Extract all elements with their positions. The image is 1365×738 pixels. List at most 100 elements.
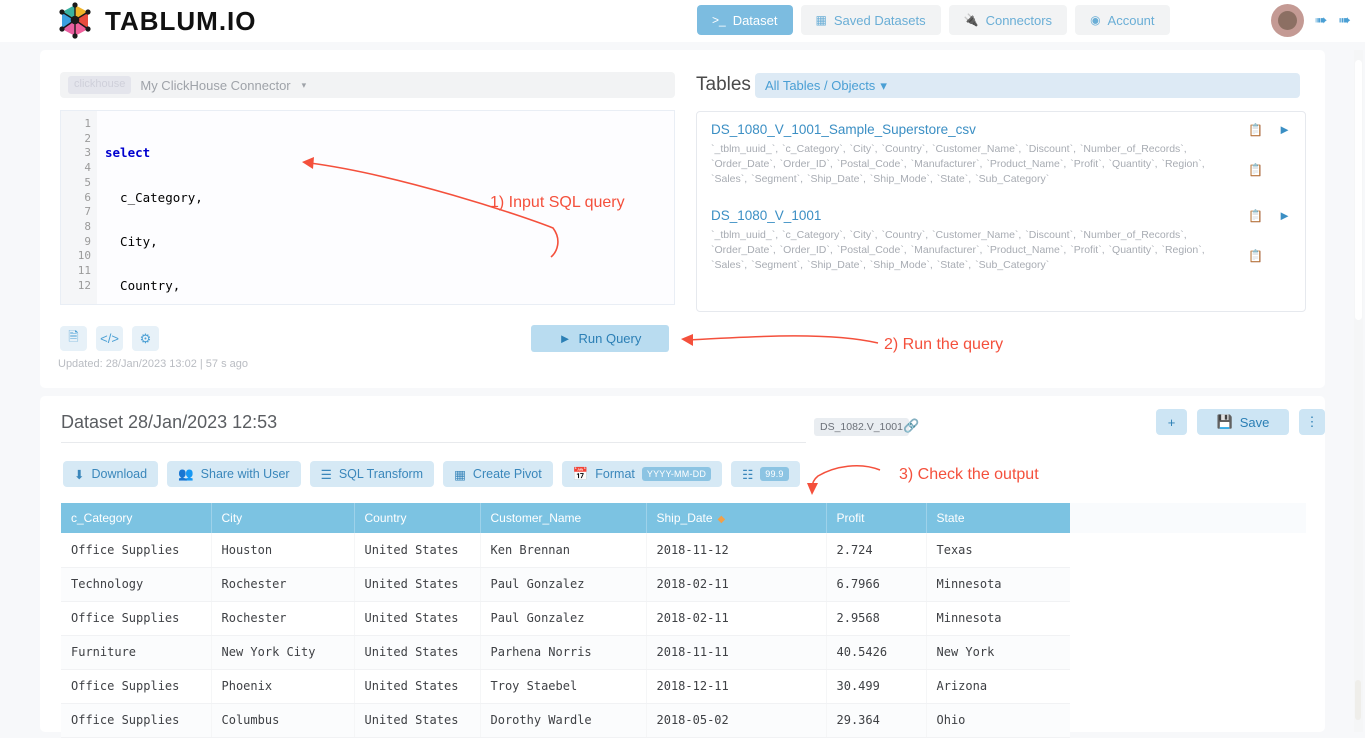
download-icon: ⬇ — [74, 467, 85, 482]
column-header-city[interactable]: City — [211, 503, 355, 533]
table-entry: DS_1080_V_1001_Sample_Superstore_csv `_t… — [711, 122, 1291, 187]
tables-list: DS_1080_V_1001_Sample_Superstore_csv `_t… — [696, 111, 1306, 312]
tables-filter-dropdown[interactable]: All Tables / Objects ▾ — [755, 73, 1300, 98]
logout-icon[interactable]: ➠ — [1314, 12, 1328, 29]
grid-icon: ☷ — [742, 467, 754, 482]
table-name-link[interactable]: DS_1080_V_1001 — [711, 208, 822, 223]
cell-country: United States — [354, 669, 481, 704]
line-number: 2 — [84, 131, 91, 145]
sql-editor[interactable]: 1 2 3 4 5 6 7 8 9 10 11 12 select c_Cate… — [60, 110, 675, 305]
line-number: 3 — [84, 146, 91, 160]
code-icon[interactable]: </> — [96, 326, 123, 351]
cell-profit: 2.9568 — [826, 601, 927, 636]
format-tag: YYYY-MM-DD — [641, 466, 712, 482]
precision-button[interactable]: ☷ 99.9 — [731, 461, 800, 487]
calendar-icon: 📅 — [572, 466, 589, 481]
cell-state: Minnesota — [926, 601, 1070, 636]
nav-account[interactable]: ◉ Account — [1075, 5, 1170, 35]
add-button[interactable]: + — [1156, 409, 1187, 435]
create-pivot-label: Create Pivot — [472, 467, 542, 481]
column-header-country[interactable]: Country — [354, 503, 481, 533]
download-button[interactable]: ⬇ Download — [63, 461, 159, 487]
cell-ship_date: 2018-02-11 — [646, 567, 827, 602]
logout-icon-secondary[interactable]: ➠ — [1338, 12, 1351, 29]
cell-state: Minnesota — [926, 567, 1070, 602]
nav-connectors[interactable]: 🔌 Connectors — [948, 5, 1068, 35]
gear-icon[interactable]: ⚙ — [132, 326, 159, 351]
cell-ship_date: 2018-12-11 — [646, 669, 827, 704]
share-label: Share with User — [200, 467, 290, 481]
table-name-link[interactable]: DS_1080_V_1001_Sample_Superstore_csv — [711, 122, 976, 137]
line-number: 12 — [77, 278, 91, 292]
cell-state: Arizona — [926, 669, 1070, 704]
table-icon: ▦ — [454, 467, 466, 482]
annotation-step-1: 1) Input SQL query — [490, 194, 625, 211]
cell-state: Texas — [926, 533, 1070, 568]
scrollbar-track[interactable] — [1354, 50, 1363, 732]
annotation-step-2: 2) Run the query — [884, 336, 1004, 353]
play-icon[interactable]: ► — [1278, 208, 1291, 223]
updated-timestamp: Updated: 28/Jan/2023 13:02 | 57 s ago — [58, 358, 249, 370]
table-columns: `_tblm_uuid_`, `c_Category`, `City`, `Co… — [711, 143, 1205, 185]
tables-filter-label: All Tables / Objects — [765, 78, 876, 93]
nav-dataset[interactable]: >_ Dataset — [697, 5, 793, 35]
editor-toolbar: 🗎 </> ⚙ — [60, 326, 159, 351]
copy-columns-icon[interactable]: 📋 — [1248, 163, 1263, 177]
scrollbar-thumb[interactable] — [1355, 60, 1362, 320]
tablum-logo-icon — [54, 1, 96, 41]
cell-c_category: Office Supplies — [61, 669, 212, 704]
share-with-user-button[interactable]: 👥 Share with User — [167, 461, 301, 487]
save-button[interactable]: 💾 Save — [1197, 409, 1289, 435]
file-icon[interactable]: 🗎 — [60, 326, 87, 351]
column-header-ship_date[interactable]: Ship_Date ◆ — [646, 503, 827, 533]
cell-state: New York — [926, 635, 1070, 670]
grid-header-filler — [1070, 503, 1306, 533]
download-label: Download — [91, 467, 148, 481]
table-row[interactable]: Office Supplies Houston United States Ke… — [61, 533, 1070, 568]
nav-account-label: Account — [1107, 12, 1155, 28]
column-header-customer_name[interactable]: Customer_Name — [480, 503, 647, 533]
run-query-button[interactable]: ► Run Query — [531, 325, 669, 352]
cell-profit: 6.7966 — [826, 567, 927, 602]
connector-selector[interactable]: clickhouse My ClickHouse Connector ▾ — [60, 72, 675, 98]
line-number: 10 — [77, 249, 91, 263]
database-icon: ☰ — [320, 467, 332, 482]
sql-transform-button[interactable]: ☰ SQL Transform — [309, 461, 435, 487]
format-button[interactable]: 📅 Format YYYY-MM-DD — [561, 461, 723, 487]
table-row[interactable]: Office Supplies Rochester United States … — [61, 601, 1070, 636]
column-header-c_category[interactable]: c_Category — [61, 503, 212, 533]
line-number: 5 — [84, 175, 91, 189]
line-number: 6 — [84, 190, 91, 204]
nav-saved-datasets[interactable]: ▦ Saved Datasets — [800, 5, 941, 35]
table-row[interactable]: Office Supplies Phoenix United States Tr… — [61, 669, 1070, 704]
cell-city: Rochester — [211, 601, 355, 636]
scrollbar-thumb-secondary[interactable] — [1355, 680, 1361, 720]
table-row[interactable]: Furniture New York City United States Pa… — [61, 635, 1070, 670]
copy-icon[interactable]: 📋 — [1248, 123, 1263, 137]
column-header-state[interactable]: State — [926, 503, 1070, 533]
copy-columns-icon[interactable]: 📋 — [1248, 249, 1263, 263]
cell-state: Ohio — [926, 703, 1070, 738]
title-divider — [61, 442, 806, 443]
cell-country: United States — [354, 635, 481, 670]
more-button[interactable]: ⋮ — [1299, 409, 1325, 435]
chevron-down-icon: ▾ — [880, 77, 887, 93]
column-header-profit[interactable]: Profit — [826, 503, 927, 533]
cell-country: United States — [354, 567, 481, 602]
play-icon[interactable]: ► — [1278, 122, 1291, 137]
cell-ship_date: 2018-11-11 — [646, 635, 827, 670]
archive-icon: ▦ — [815, 13, 827, 27]
link-icon[interactable]: 🔗 — [903, 418, 920, 433]
table-row[interactable]: Technology Rochester United States Paul … — [61, 567, 1070, 602]
sql-code[interactable]: select c_Category, City, Country, Custom… — [105, 111, 391, 304]
header-right: ➠ ➠ — [1270, 4, 1351, 37]
avatar[interactable] — [1270, 4, 1304, 37]
create-pivot-button[interactable]: ▦ Create Pivot — [443, 461, 553, 487]
cell-city: Houston — [211, 533, 355, 568]
cell-customer_name: Ken Brennan — [480, 533, 647, 568]
nav-dataset-label: Dataset — [732, 12, 778, 28]
copy-icon[interactable]: 📋 — [1248, 209, 1263, 223]
dataset-toolbar: ⬇ Download 👥 Share with User ☰ SQL Trans… — [63, 461, 800, 487]
app-header: TABLUM.IO >_ Dataset ▦ Saved Datasets 🔌 … — [0, 0, 1365, 42]
user-circle-icon: ◉ — [1090, 13, 1101, 27]
